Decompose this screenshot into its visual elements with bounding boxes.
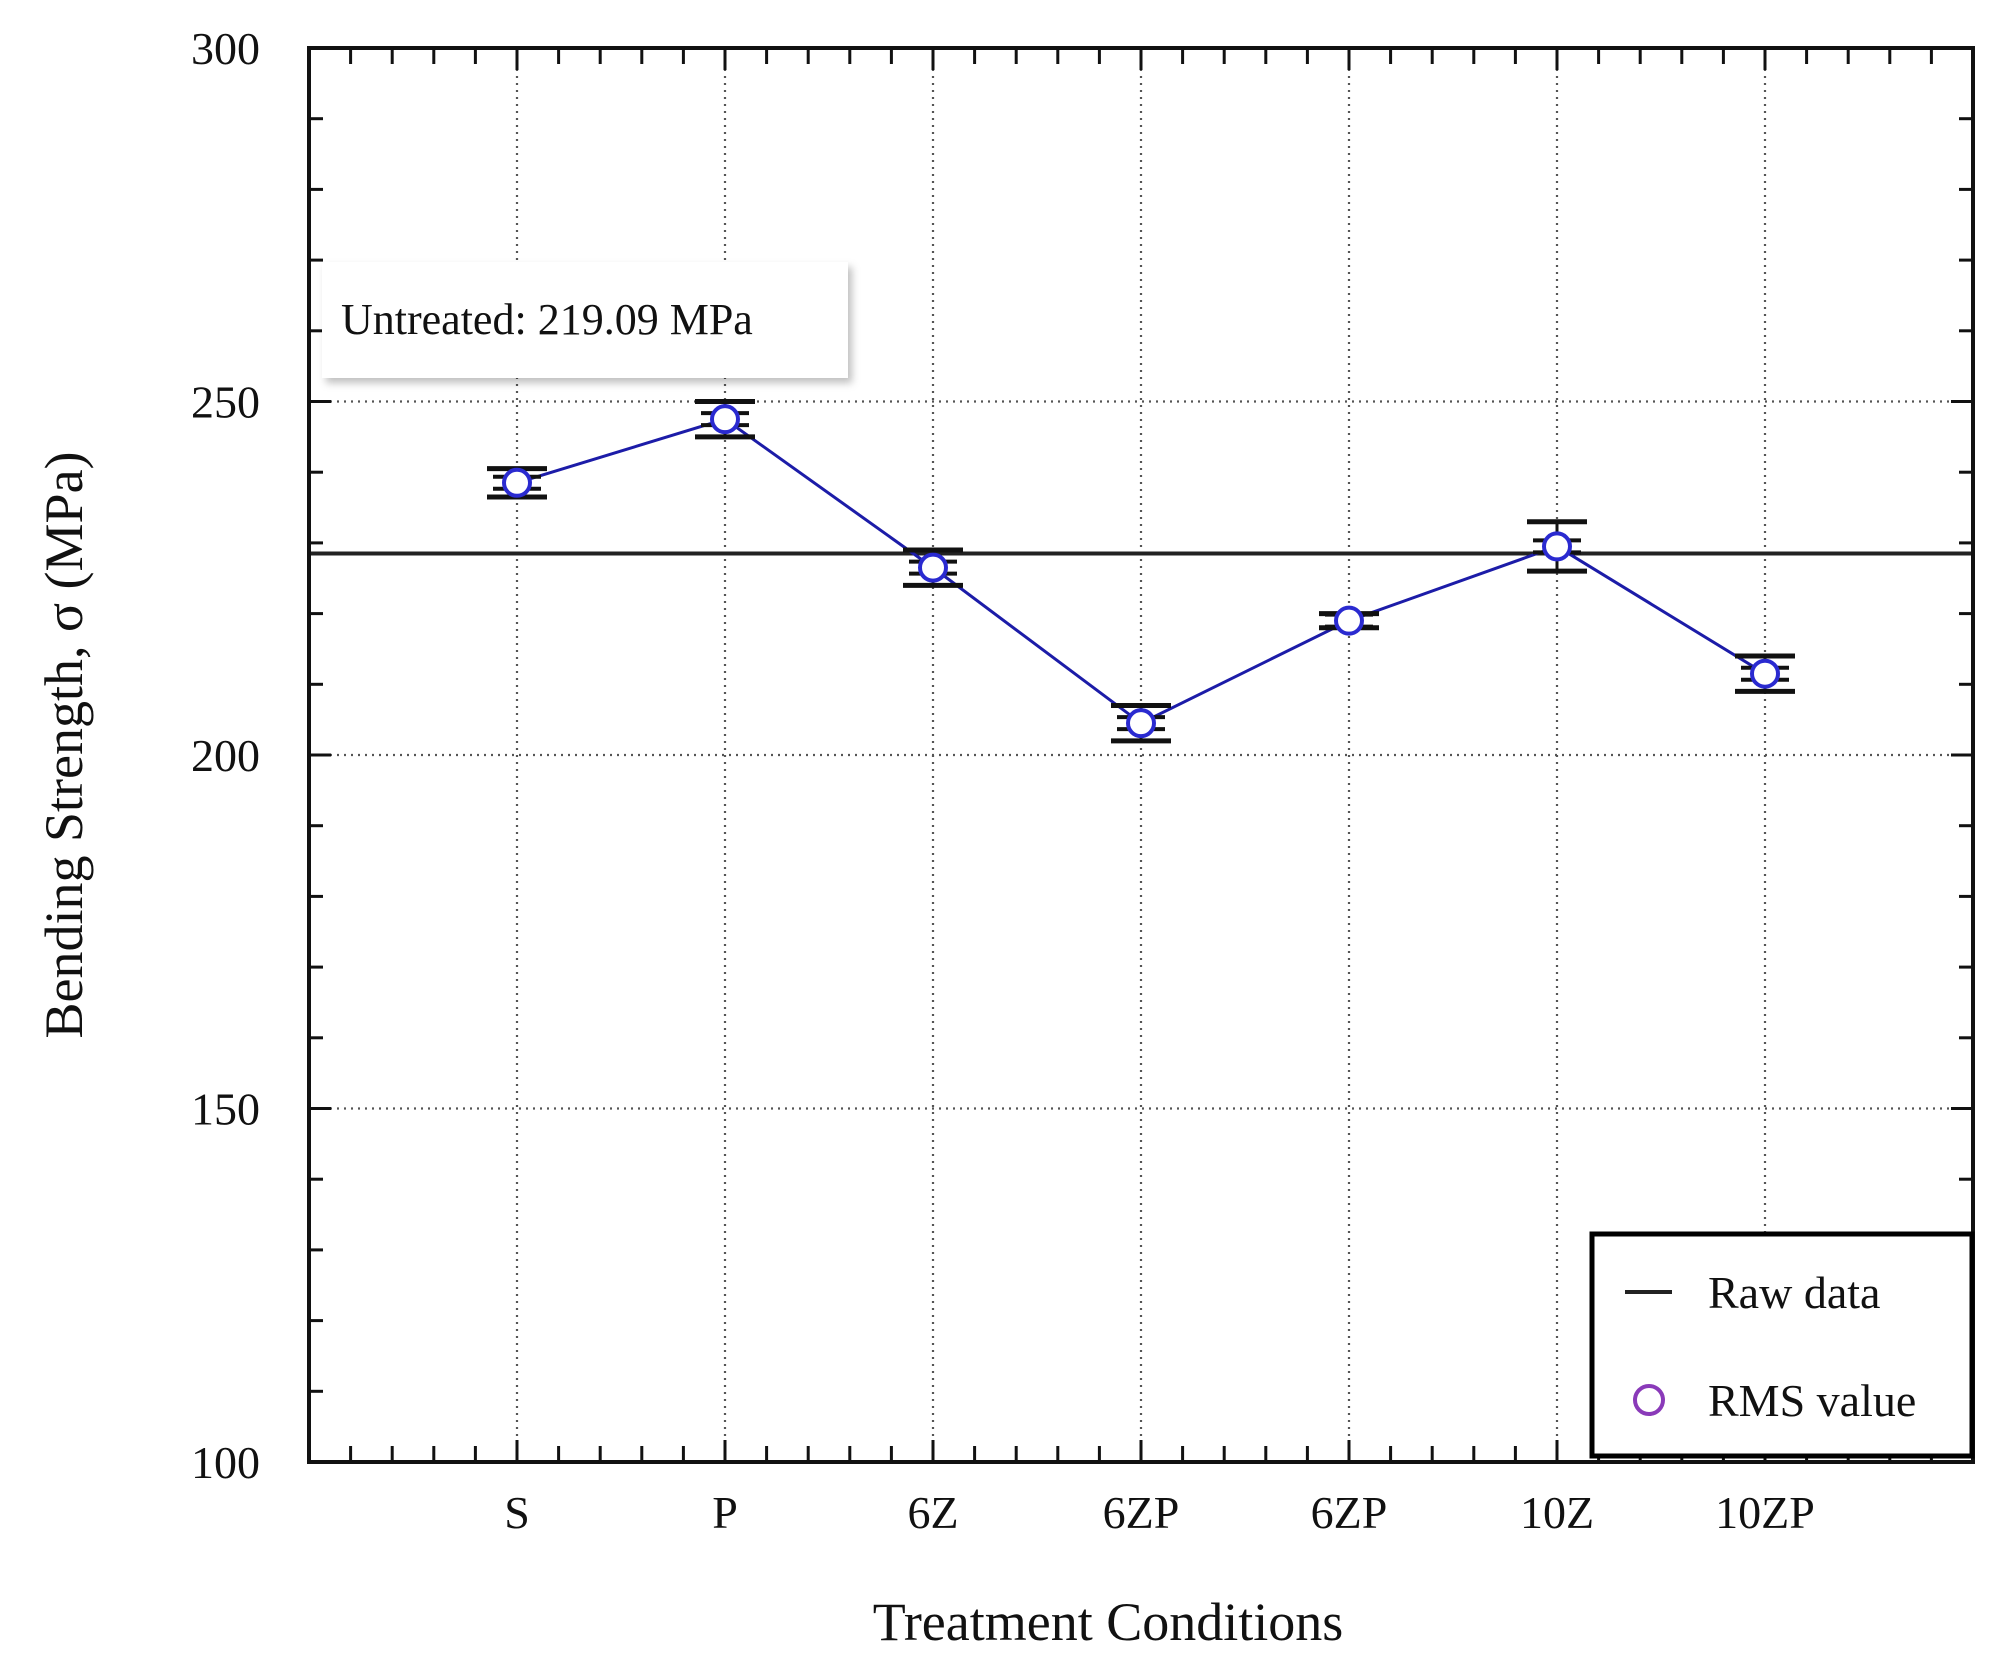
x-tick-label-6: 10ZP — [1715, 1487, 1815, 1538]
untreated-annotation: Untreated: 219.09 MPa — [322, 262, 848, 378]
x-tick-label-4: 6ZP — [1311, 1487, 1388, 1538]
x-tick-label-3: 6ZP — [1103, 1487, 1180, 1538]
data-point-6Z-2 — [918, 552, 948, 583]
tick-labels: 100 150 200 250 300 S P 6Z 6ZP 6ZP 10Z 10ZP — [191, 23, 1815, 1538]
y-tick-label-250: 250 — [191, 377, 260, 428]
grid-lines — [309, 48, 1973, 1462]
series-layer — [487, 399, 1795, 744]
legend-raw-data-label: Raw data — [1708, 1267, 1880, 1318]
y-tick-label-150: 150 — [191, 1084, 260, 1135]
data-point-10Z-5 — [1542, 531, 1572, 562]
annotation-text: Untreated: 219.09 MPa — [341, 295, 753, 344]
legend-rms-value-symbol — [1633, 1384, 1665, 1416]
y-axis-title: Bending Strength, σ (MPa) — [34, 451, 94, 1038]
data-point-6ZP-4 — [1334, 605, 1364, 636]
legend-box — [1589, 1231, 1975, 1459]
annotation-box — [322, 262, 848, 378]
x-tick-label-2: 6Z — [907, 1487, 958, 1538]
data-point-P-1 — [710, 404, 740, 435]
x-tick-label-1: P — [712, 1487, 738, 1538]
data-point-10ZP-6 — [1750, 658, 1780, 689]
y-tick-label-100: 100 — [191, 1437, 260, 1488]
x-axis-title: Treatment Conditions — [873, 1592, 1344, 1652]
legend: Raw data RMS value — [1589, 1231, 1975, 1459]
data-point-S-0 — [502, 467, 532, 498]
y-tick-label-300: 300 — [191, 23, 260, 74]
y-tick-label-200: 200 — [191, 730, 260, 781]
legend-rms-value-label: RMS value — [1708, 1375, 1916, 1426]
x-tick-label-5: 10Z — [1520, 1487, 1594, 1538]
data-point-6ZP-3 — [1126, 708, 1156, 739]
x-tick-label-0: S — [504, 1487, 530, 1538]
